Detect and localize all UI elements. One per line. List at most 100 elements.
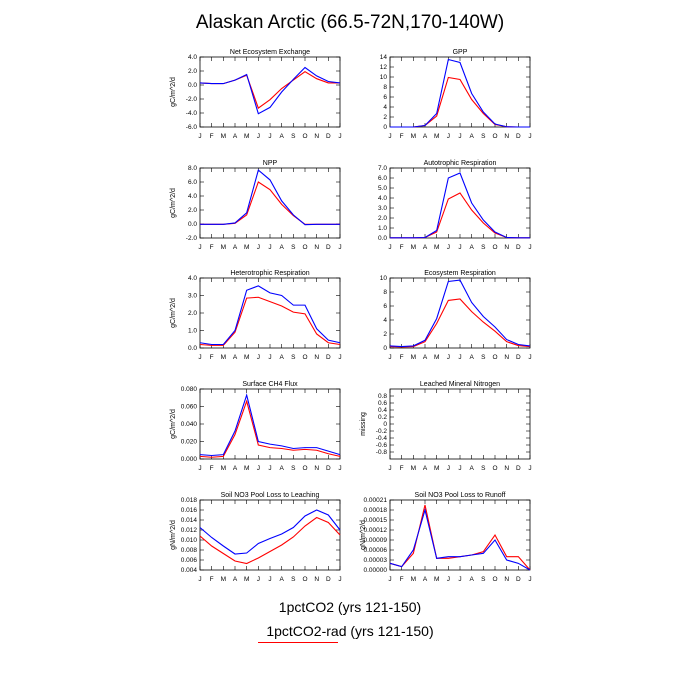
y-tick-label: 4 — [383, 317, 387, 324]
x-tick-label: N — [504, 576, 509, 583]
y-tick-label: 7.0 — [378, 165, 387, 172]
x-tick-label: M — [244, 354, 249, 361]
x-tick-label: S — [291, 465, 296, 472]
x-tick-label: M — [244, 133, 249, 140]
y-tick-label: 0.000 — [181, 456, 198, 463]
x-tick-label: S — [291, 354, 296, 361]
y-tick-label: 14 — [380, 54, 388, 61]
x-tick-label: J — [198, 244, 201, 251]
chart-panel: Soil NO3 Pool Loss to Runoff 0.00000 0.000… — [360, 492, 532, 583]
x-tick-label: M — [221, 576, 226, 583]
x-tick-label: A — [469, 354, 474, 361]
x-tick-label: D — [326, 133, 331, 140]
panel-title: GPP — [453, 49, 468, 56]
y-tick-label: 0 — [383, 345, 387, 352]
legend-label-series2: 1pctCO2-rad (yrs 121-150) — [266, 623, 434, 639]
x-tick-label: D — [326, 576, 331, 583]
x-tick-label: M — [221, 133, 226, 140]
x-tick-label: A — [469, 465, 474, 472]
y-tick-label: 0.080 — [181, 386, 198, 393]
x-tick-label: D — [516, 465, 521, 472]
x-tick-label: S — [291, 576, 296, 583]
x-tick-label: J — [388, 465, 391, 472]
x-tick-label: N — [504, 133, 509, 140]
x-tick-label: M — [411, 465, 416, 472]
x-tick-label: J — [338, 354, 341, 361]
x-tick-label: F — [400, 133, 404, 140]
x-tick-label: J — [338, 576, 341, 583]
y-tick-label: 0.6 — [378, 400, 387, 407]
x-tick-label: D — [516, 354, 521, 361]
x-tick-label: J — [447, 465, 450, 472]
y-tick-label: 10 — [380, 275, 388, 282]
x-tick-label: J — [447, 133, 450, 140]
x-tick-label: M — [221, 244, 226, 251]
chart-panel: Net Ecosystem Exchange -6.0 -4.0 -2.0 0.0 2.0… — [170, 49, 342, 140]
panel-title: Soil NO3 Pool Loss to Runoff — [415, 492, 506, 499]
x-tick-label: J — [268, 244, 271, 251]
series-line-1 — [389, 279, 531, 348]
x-tick-label: S — [481, 576, 486, 583]
x-tick-label: A — [279, 244, 284, 251]
y-tick-label: 6 — [383, 94, 387, 101]
y-tick-label: 0.0 — [188, 221, 197, 228]
x-tick-label: F — [400, 354, 404, 361]
y-axis-label: gN/m^2/d — [170, 520, 177, 550]
x-tick-label: A — [423, 576, 428, 583]
x-tick-label: S — [481, 244, 486, 251]
chart-panel: Soil NO3 Pool Loss to Leaching 0.004 0.006… — [170, 492, 342, 583]
x-tick-label: M — [434, 244, 439, 251]
series-line-2 — [199, 516, 341, 565]
y-tick-label: 3.0 — [188, 293, 197, 300]
x-tick-label: A — [279, 133, 284, 140]
y-tick-label: 8 — [383, 84, 387, 91]
x-tick-label: D — [326, 354, 331, 361]
x-tick-label: M — [411, 354, 416, 361]
y-tick-label: 0.016 — [181, 507, 198, 514]
y-tick-label: 4.0 — [188, 193, 197, 200]
y-axis-label: gC/m^2/d — [170, 77, 177, 107]
x-tick-label: F — [210, 133, 214, 140]
x-tick-label: D — [516, 244, 521, 251]
y-axis-label: gN/m^2/d — [360, 520, 367, 550]
series-line-1 — [199, 393, 341, 457]
x-tick-label: J — [198, 465, 201, 472]
y-tick-label: -0.6 — [376, 442, 388, 449]
x-tick-label: A — [233, 354, 238, 361]
y-tick-label: 0.014 — [181, 517, 198, 524]
series-line-2 — [200, 181, 340, 225]
y-tick-label: -2.0 — [186, 235, 198, 242]
x-tick-label: J — [528, 354, 531, 361]
y-tick-label: 0.4 — [378, 407, 387, 414]
panel-title: Autotrophic Respiration — [424, 160, 497, 167]
series-line-1 — [200, 169, 340, 226]
series-line-2 — [199, 399, 341, 458]
x-tick-label: M — [221, 354, 226, 361]
x-tick-label: A — [233, 133, 238, 140]
y-tick-label: -0.4 — [376, 435, 388, 442]
x-tick-label: S — [481, 133, 486, 140]
y-tick-label: 6 — [383, 303, 387, 310]
x-tick-label: J — [268, 576, 271, 583]
x-tick-label: A — [279, 465, 284, 472]
x-tick-label: J — [338, 133, 341, 140]
x-tick-label: A — [233, 465, 238, 472]
x-tick-label: O — [492, 244, 497, 251]
y-tick-label: 8 — [383, 289, 387, 296]
y-tick-label: 0.060 — [181, 404, 198, 411]
y-tick-label: 8.0 — [188, 165, 197, 172]
x-tick-label: M — [411, 244, 416, 251]
y-tick-label: 2 — [383, 114, 387, 121]
y-tick-label: 0.00006 — [364, 547, 388, 554]
legend-swatch-series2 — [258, 642, 338, 643]
y-tick-label: 0.0 — [188, 82, 197, 89]
x-tick-label: J — [198, 354, 201, 361]
x-tick-label: J — [338, 244, 341, 251]
x-tick-label: J — [198, 133, 201, 140]
x-tick-label: J — [388, 244, 391, 251]
x-tick-label: J — [458, 576, 461, 583]
y-tick-label: 0.020 — [181, 439, 198, 446]
x-tick-label: O — [492, 354, 497, 361]
x-tick-label: D — [516, 576, 521, 583]
